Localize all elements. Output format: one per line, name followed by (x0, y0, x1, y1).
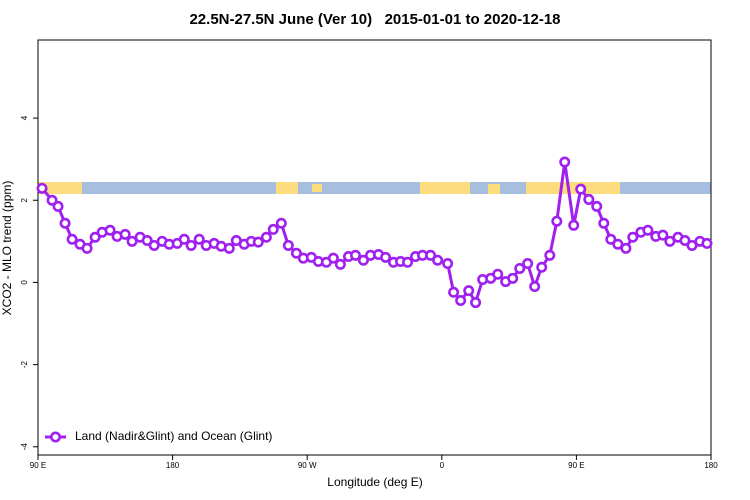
data-point (66, 233, 78, 245)
data-point (575, 183, 587, 195)
x-tick-label: 180 (704, 461, 718, 470)
data-point (59, 217, 71, 229)
data-point (507, 272, 519, 284)
x-tick-label: 90 E (30, 461, 46, 470)
x-tick-label: 180 (166, 461, 180, 470)
data-point (642, 224, 654, 236)
y-tick-label: 2 (20, 197, 29, 202)
data-point (686, 239, 698, 251)
data-point (470, 297, 482, 309)
x-tick-label: 90 E (568, 461, 584, 470)
data-point (442, 258, 454, 270)
data-point (260, 231, 272, 243)
x-tick-label: 90 W (298, 461, 317, 470)
plot-frame (37, 39, 712, 456)
data-point (275, 217, 287, 229)
data-point (252, 236, 264, 248)
data-point (679, 235, 691, 247)
data-point (148, 239, 160, 251)
data-point (46, 194, 58, 206)
data-point (536, 261, 548, 273)
data-point (448, 286, 460, 298)
data-point (492, 268, 504, 280)
data-point (612, 238, 624, 250)
data-point (380, 251, 392, 263)
data-point (568, 219, 580, 231)
data-point (657, 229, 669, 241)
legend-marker (49, 431, 61, 443)
data-point (52, 200, 64, 212)
data-point (334, 258, 346, 270)
land-ocean-band (38, 182, 711, 194)
data-point (514, 262, 526, 274)
data-point (267, 223, 279, 235)
data-point (425, 249, 437, 261)
data-point (141, 235, 153, 247)
data-point (119, 228, 131, 240)
data-point (605, 233, 617, 245)
x-axis-label: Longitude (deg E) (327, 475, 422, 489)
legend-label: Land (Nadir&Glint) and Ocean (Glint) (75, 429, 272, 443)
data-point (350, 249, 362, 261)
y-tick-label: 4 (20, 115, 29, 120)
data-point (282, 239, 294, 251)
data-point (583, 193, 595, 205)
y-tick-label: -2 (20, 361, 29, 369)
data-point (455, 295, 467, 307)
data-point (463, 285, 475, 297)
data-point (598, 217, 610, 229)
data-point (193, 233, 205, 245)
data-point (126, 235, 138, 247)
data-point (551, 215, 563, 227)
data-point (223, 242, 235, 254)
data-point (701, 237, 713, 249)
data-point (290, 247, 302, 259)
data-point (402, 256, 414, 268)
data-point (104, 224, 116, 236)
data-point (529, 281, 541, 293)
data-point (432, 254, 444, 266)
data-point (559, 156, 571, 168)
data-point (81, 242, 93, 254)
data-point (327, 252, 339, 264)
x-tick-label: 0 (440, 461, 445, 470)
data-point (591, 200, 603, 212)
data-point (620, 242, 632, 254)
data-point (185, 239, 197, 251)
data-point (627, 231, 639, 243)
y-axis-label: XCO2 - MLO trend (ppm) (0, 181, 14, 316)
data-point (178, 233, 190, 245)
chart-title: 22.5N-27.5N June (Ver 10) 2015-01-01 to … (189, 11, 560, 28)
data-point (357, 254, 369, 266)
data-point (522, 258, 534, 270)
data-point (664, 235, 676, 247)
y-tick-label: 0 (20, 280, 29, 285)
data-point (544, 249, 556, 261)
data-point (89, 231, 101, 243)
data-point (36, 182, 48, 194)
y-tick-label: -4 (20, 443, 29, 451)
